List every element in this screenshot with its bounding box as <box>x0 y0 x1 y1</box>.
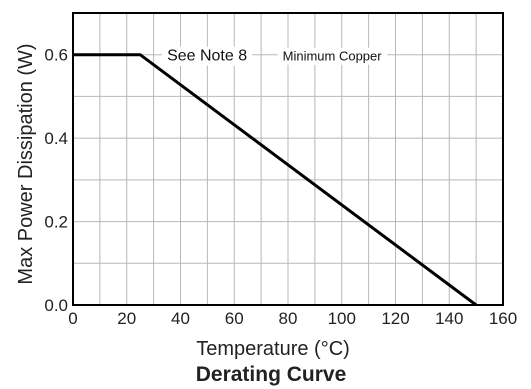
derating-line <box>73 53 478 307</box>
x-tick-label: 0 <box>68 309 77 328</box>
x-tick-label: 60 <box>225 309 244 328</box>
x-tick-label: 20 <box>117 309 136 328</box>
x-tick-label: 40 <box>171 309 190 328</box>
x-tick-label: 80 <box>279 309 298 328</box>
annotation-label: Minimum Copper <box>283 49 383 64</box>
y-tick-label: 0.6 <box>44 46 68 65</box>
y-tick-label: 0.4 <box>44 129 68 148</box>
plot-frame <box>72 12 504 306</box>
x-tick-label: 100 <box>328 309 356 328</box>
x-tick-label: 140 <box>435 309 463 328</box>
y-tick-label: 0.0 <box>44 296 68 315</box>
y-tick-label: 0.2 <box>44 213 68 232</box>
annotation-label: See Note 8 <box>167 48 247 65</box>
chart-title: Derating Curve <box>196 363 347 386</box>
annotation-background <box>277 47 388 65</box>
annotation-background <box>162 46 253 66</box>
y-axis-label: Max Power Dissipation (W) <box>15 43 37 284</box>
annotations: See Note 8 Minimum Copper <box>162 46 388 66</box>
x-axis-label: Temperature (°C) <box>196 338 350 360</box>
x-tick-labels: 0 20 40 60 80 100 120 140 160 <box>68 309 517 328</box>
series-group <box>73 53 478 307</box>
x-tick-label: 120 <box>381 309 409 328</box>
x-tick-label: 160 <box>489 309 517 328</box>
y-tick-labels: 0.0 0.2 0.4 0.6 <box>44 46 68 315</box>
